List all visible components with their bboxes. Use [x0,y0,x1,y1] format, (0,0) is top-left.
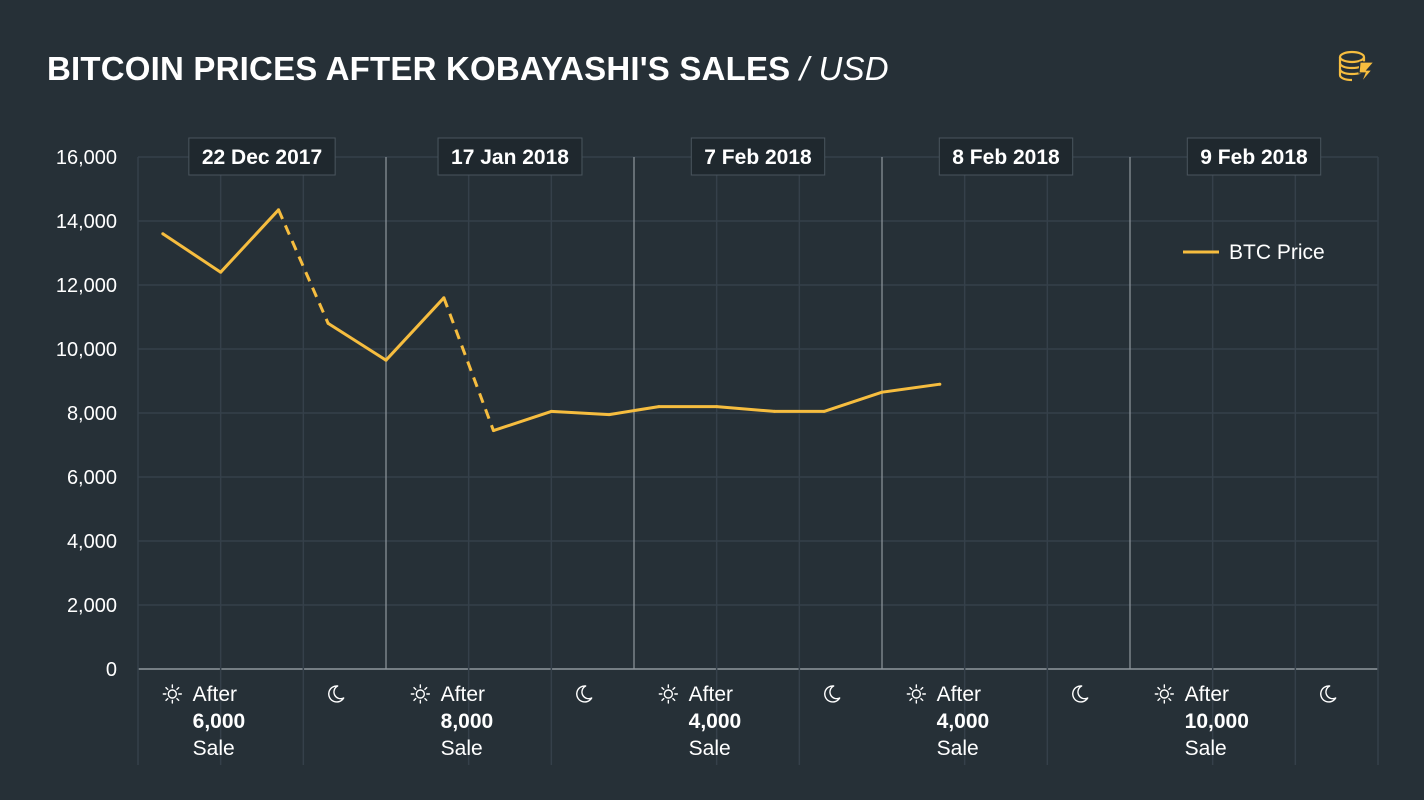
y-tick-label: 14,000 [56,211,117,233]
x-label-amount: 4,000 [689,710,742,733]
data-point [219,270,223,274]
date-label: 7 Feb 2018 [704,146,812,169]
x-label-amount: 8,000 [441,710,494,733]
date-label: 8 Feb 2018 [952,146,1060,169]
data-point [326,321,330,325]
x-label-after: After [1185,683,1229,706]
date-label-box [938,137,1074,176]
data-point [715,405,719,409]
data-point [880,390,884,394]
x-label-sale: Sale [193,737,235,760]
moon-icon [576,685,593,703]
title-unit: / USD [790,50,889,87]
y-tick-label: 8,000 [67,403,117,425]
moon-icon [1072,685,1089,703]
date-label: 22 Dec 2017 [202,146,322,169]
data-point [938,382,942,386]
series-segment-dashed [442,297,495,432]
y-tick-label: 4,000 [67,531,117,553]
data-point [442,296,446,300]
x-label-sale: Sale [937,737,979,760]
moon-icon [824,685,841,703]
x-label-after: After [441,683,485,706]
y-tick-label: 12,000 [56,275,117,297]
date-label-box [188,137,336,176]
x-label-amount: 10,000 [1185,710,1249,733]
data-point [161,232,165,236]
grid [138,156,1378,765]
y-axis-ticks: 0 2,000 4,000 6,000 8,000 10,000 12,000 14,000 1… [56,147,117,681]
x-axis-labels: After 6,000 Sale After 8,000 Sale After 4,000 Sa… [162,683,1337,760]
data-point [657,405,661,409]
series-segment [551,409,610,417]
coin-stack-bolt-logo [1338,50,1376,84]
series-segment-dashed [277,209,330,325]
series-segment [608,405,660,417]
date-label-box [690,137,826,176]
x-label-after: After [937,683,981,706]
moon-icon [328,685,345,703]
sun-icon [658,684,679,704]
y-tick-label: 2,000 [67,595,117,617]
title-text: BITCOIN PRICES AFTER KOBAYASHI'S SALES [47,50,791,87]
chart-title: BITCOIN PRICES AFTER KOBAYASHI'S SALES /… [47,50,889,88]
y-tick-label: 10,000 [56,339,117,361]
series-segment [384,296,445,362]
group-dividers [137,157,1379,765]
x-label-sale: Sale [1185,737,1227,760]
series-segment [219,208,280,274]
x-label-sale: Sale [689,737,731,760]
y-tick-label: 0 [106,659,117,681]
date-label: 17 Jan 2018 [451,146,569,169]
series-segment [161,232,222,274]
data-point [491,429,495,433]
sun-icon [162,684,183,704]
date-label-box [1186,137,1322,176]
series-segment [492,409,552,433]
y-tick-label: 6,000 [67,467,117,489]
y-tick-label: 16,000 [56,147,117,169]
sun-icon [1154,684,1175,704]
date-label-box [437,137,583,176]
sun-icon [410,684,431,704]
series-segment [327,322,387,362]
series-segment [881,382,941,394]
data-point [773,409,777,413]
date-labels: 22 Dec 2017 17 Jan 2018 7 Feb 2018 8 Feb 20… [188,137,1322,176]
x-label-amount: 4,000 [937,710,990,733]
legend-label: BTC Price [1229,241,1325,264]
data-point [822,409,826,413]
moon-icon [1320,685,1337,703]
data-point [549,409,553,413]
data-point [277,208,281,212]
series-segment [716,405,775,413]
data-point [607,413,611,417]
date-label: 9 Feb 2018 [1200,146,1308,169]
legend: BTC Price [1183,241,1325,264]
btc-price-series [161,208,942,433]
x-label-sale: Sale [441,737,483,760]
sun-icon [906,684,927,704]
x-label-amount: 6,000 [193,710,246,733]
x-label-after: After [193,683,237,706]
data-point [384,358,388,362]
x-label-after: After [689,683,733,706]
series-segment [823,390,883,413]
